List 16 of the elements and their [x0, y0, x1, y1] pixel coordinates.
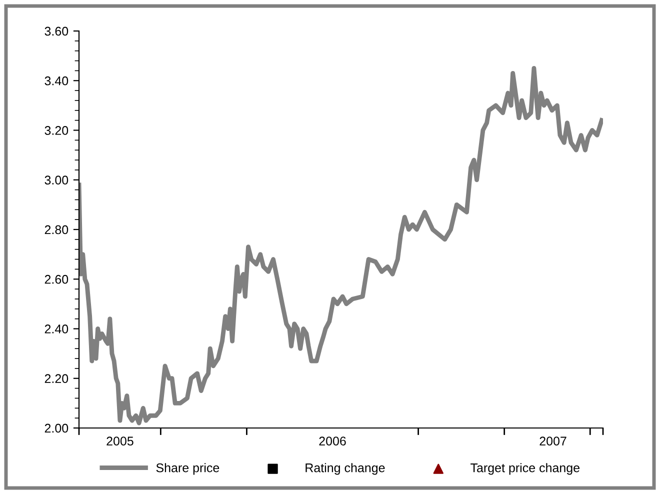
- y-tick-label: 2.20: [44, 374, 68, 384]
- legend-label: Rating change: [306, 463, 385, 475]
- y-tick-label: 2.40: [44, 324, 68, 334]
- legend-label: Target price change: [470, 463, 580, 475]
- y-tick-label: 3.60: [44, 26, 68, 36]
- y-tick-label: 3.00: [44, 176, 68, 185]
- x-tick-label: 2005: [106, 436, 134, 446]
- y-tick-label: 2.80: [44, 225, 68, 234]
- y-tick-label: 3.20: [44, 126, 68, 135]
- y-tick-label: 2.60: [44, 274, 68, 284]
- legend-label: Share price: [156, 463, 220, 475]
- x-tick-label: 2007: [540, 436, 566, 446]
- y-tick-label: 3.40: [44, 76, 68, 86]
- y-tick-label: 2.00: [44, 424, 68, 433]
- line-series: [79, 66, 603, 426]
- x-tick-label: 2006: [319, 436, 346, 446]
